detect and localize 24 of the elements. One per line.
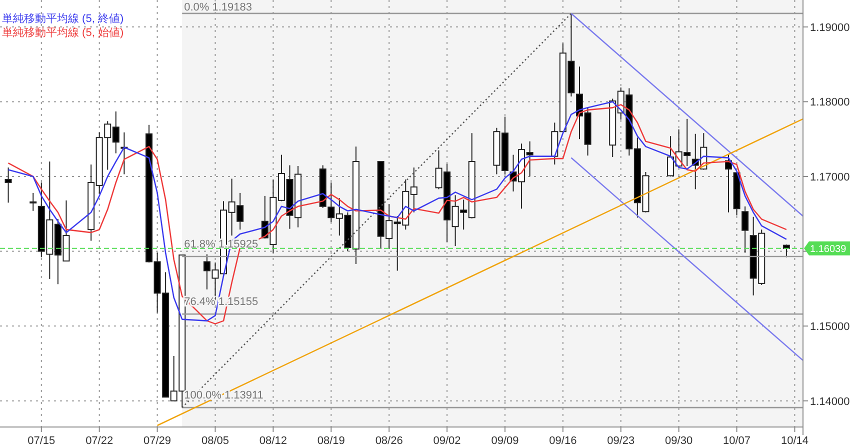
ref-line-label: 1.16039 [810,244,847,255]
x-tick-label: 09/09 [491,435,519,447]
text: 単純移動平均線 (5, 終値) [2,13,124,25]
x-tick-label: 07/22 [86,435,114,447]
x-tick-label: 07/15 [28,435,56,447]
y-tick-label: 1.18000 [810,96,850,109]
x-tick-label: 08/19 [317,435,345,447]
text: 単純移動平均線 (5, 始値) [2,27,124,39]
annotation: 0.0% 1.19183 [184,2,252,14]
y-tick-label: 1.19000 [810,22,850,34]
x-tick-label: 09/30 [665,435,693,447]
x-tick-label: 08/12 [259,435,287,447]
x-tick-label: 10/14 [780,435,808,447]
x-tick-label: 09/16 [549,435,577,447]
annotation: 100.0% 1.13911 [184,390,264,402]
y-tick-label: 1.14000 [810,396,850,408]
x-tick-label: 09/02 [433,435,461,447]
x-tick-label: 09/23 [607,435,635,447]
y-tick-label: 1.15000 [810,321,850,334]
x-tick-label: 08/05 [201,435,230,447]
x-tick-label: 07/29 [144,435,172,447]
y-tick-label: 1.17000 [810,171,850,184]
x-tick-label: 10/07 [723,435,751,447]
x-tick-label: 08/26 [375,435,403,447]
